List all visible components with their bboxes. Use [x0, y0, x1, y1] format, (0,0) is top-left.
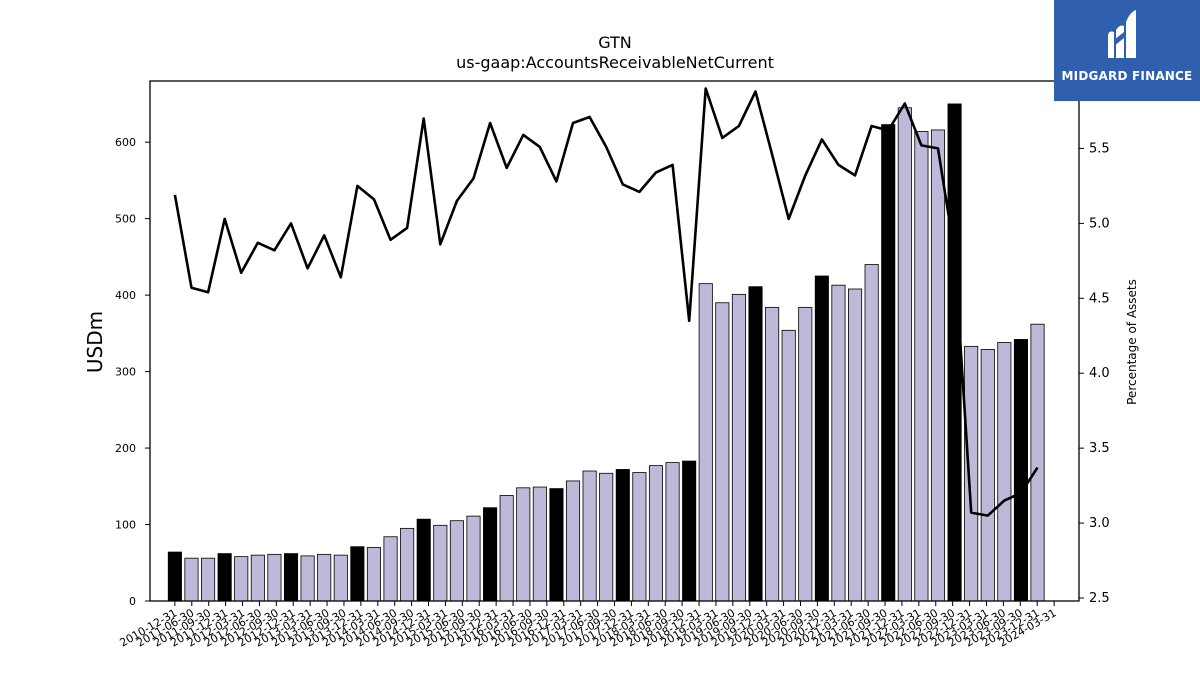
- y-tick-label: 200: [115, 442, 136, 455]
- bar: [300, 555, 315, 602]
- bar: [947, 103, 962, 602]
- bar: [731, 293, 746, 602]
- bar: [599, 472, 614, 602]
- bar: [366, 547, 381, 602]
- bar: [350, 546, 365, 602]
- bar: [748, 286, 763, 602]
- y-tick-label: 100: [115, 519, 136, 532]
- bar: [632, 472, 647, 602]
- bar: [333, 554, 348, 602]
- bar: [201, 557, 216, 602]
- bar: [466, 515, 481, 602]
- bar: [532, 486, 547, 602]
- bar: [665, 462, 680, 602]
- bar: [167, 551, 182, 602]
- y2-tick-label: 4.5: [1089, 291, 1110, 306]
- bar: [184, 557, 199, 602]
- bar: [831, 284, 846, 602]
- bar: [317, 553, 332, 602]
- bar: [217, 553, 232, 602]
- bar: [864, 264, 879, 602]
- bar: [549, 488, 564, 602]
- bar: [250, 554, 265, 602]
- bar: [499, 495, 514, 602]
- bar: [283, 553, 299, 602]
- y2-tick-label: 3.5: [1089, 441, 1110, 456]
- bar: [914, 131, 929, 602]
- bar: [698, 283, 713, 602]
- bar: [648, 465, 664, 602]
- bar: [715, 302, 730, 602]
- bar: [615, 469, 630, 602]
- bar: [964, 345, 979, 602]
- y2-tick-label: 3.0: [1089, 516, 1110, 531]
- bar: [582, 470, 597, 602]
- y-tick-label: 0: [129, 595, 136, 608]
- bar: [383, 536, 398, 602]
- bar: [980, 349, 995, 602]
- logo-mark-icon: [1108, 10, 1136, 58]
- y2-tick-label: 2.5: [1089, 591, 1110, 606]
- bar: [897, 107, 912, 602]
- bar: [798, 306, 813, 602]
- percentage-line: [173, 87, 1039, 517]
- bar: [997, 342, 1012, 602]
- y2-axis-label: Percentage of Assets: [1125, 279, 1139, 405]
- chart-subtitle: us-gaap:AccountsReceivableNetCurrent: [456, 53, 774, 72]
- y-tick-label: 500: [115, 213, 136, 226]
- bar: [267, 553, 282, 602]
- midgard-finance-logo: MIDGARD FINANCE: [1054, 0, 1200, 101]
- bar: [516, 487, 531, 602]
- bar-series: [167, 103, 1045, 602]
- bar: [449, 520, 464, 602]
- y2-tick-label: 5.5: [1089, 141, 1110, 156]
- line-series: [173, 87, 1039, 517]
- chart-title: GTN: [598, 33, 632, 52]
- bar: [930, 129, 946, 602]
- bar: [765, 306, 780, 602]
- bar: [1013, 339, 1028, 602]
- y-tick-label: 600: [115, 136, 136, 149]
- y-tick-label: 300: [115, 366, 136, 379]
- bar: [483, 507, 498, 602]
- axes: 0 100 200 300 400 500 600 2.5 3.0 3.5 4.0 4.5 5.0 5.5…: [115, 80, 1110, 650]
- y-tick-label: 400: [115, 289, 136, 302]
- bar: [416, 518, 431, 602]
- bar: [234, 556, 249, 602]
- bar: [781, 329, 796, 602]
- bar: [400, 527, 415, 602]
- bar: [1030, 323, 1045, 602]
- bar: [565, 480, 581, 602]
- y2-tick-label: 5.0: [1089, 216, 1110, 231]
- bar: [848, 288, 863, 602]
- bar: [682, 460, 697, 602]
- bar: [881, 124, 896, 602]
- y-axis-label: USDm: [83, 311, 107, 373]
- bar: [814, 275, 829, 602]
- bar: [433, 524, 448, 602]
- logo-text: MIDGARD FINANCE: [1061, 69, 1193, 83]
- y2-tick-label: 4.0: [1089, 366, 1110, 381]
